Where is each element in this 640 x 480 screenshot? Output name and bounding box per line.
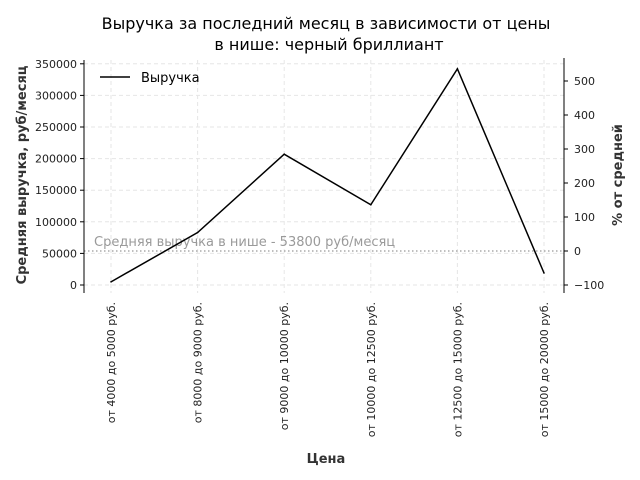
y-tick-label-5: 250000 (35, 121, 77, 134)
right-y-ticks: −100 0 100 200 300 400 500 (564, 75, 604, 292)
y-tick-label-2: 100000 (35, 216, 77, 229)
y2-tick-label-0: −100 (574, 279, 604, 292)
x-tick-label-0: от 4000 до 5000 руб. (105, 302, 118, 423)
x-tick-label-5: от 15000 до 20000 руб. (538, 302, 551, 437)
data-point-0-1 (196, 231, 199, 234)
data-point-0-5 (543, 272, 545, 274)
data-point-0-4 (456, 68, 459, 70)
y2-axis-label: % от средней (611, 124, 626, 226)
y-tick-label-6: 300000 (35, 89, 77, 102)
chart-title-line-2: в нише: черный бриллиант (214, 35, 443, 54)
y-tick-label-1: 50000 (42, 247, 77, 260)
data-point-0-0 (110, 281, 112, 283)
y-tick-label-7: 350000 (35, 58, 77, 71)
x-tick-label-4: от 12500 до 15000 руб. (451, 302, 464, 437)
y2-tick-label-4: 300 (574, 143, 595, 156)
y-tick-label-4: 200000 (35, 153, 77, 166)
x-tick-label-2: от 9000 до 10000 руб. (278, 302, 291, 430)
chart-title-line-1: Выручка за последний месяц в зависимости… (102, 14, 551, 33)
y-tick-label-3: 150000 (35, 184, 77, 197)
data-point-0-3 (370, 203, 372, 206)
data-point-0-2 (283, 153, 286, 155)
series-line-0 (110, 67, 545, 283)
legend-label-revenue: Выручка (141, 71, 200, 86)
x-ticks: от 4000 до 5000 руб. от 8000 до 9000 руб.… (105, 302, 551, 437)
series-group (110, 67, 545, 283)
legend: Выручка (100, 71, 200, 86)
x-tick-label-3: от 10000 до 12500 руб. (365, 302, 378, 437)
y-axis-label: Средняя выручка, руб/месяц (15, 65, 30, 284)
y-tick-label-0: 0 (70, 279, 77, 292)
reference-group: Средняя выручка в нише - 53800 руб/месяц (84, 235, 564, 252)
reference-line-label: Средняя выручка в нише - 53800 руб/месяц (94, 235, 395, 250)
x-axis-label: Цена (307, 452, 346, 467)
y2-tick-label-3: 200 (574, 177, 595, 190)
y2-tick-label-1: 0 (574, 245, 581, 258)
x-tick-label-1: от 8000 до 9000 руб. (192, 302, 205, 423)
left-y-ticks: 0 50000 100000 150000 200000 250000 300000 3500… (35, 58, 84, 292)
y2-tick-label-2: 100 (574, 211, 595, 224)
y2-tick-label-5: 400 (574, 109, 595, 122)
y2-tick-label-6: 500 (574, 75, 595, 88)
grid-lines (84, 60, 564, 293)
